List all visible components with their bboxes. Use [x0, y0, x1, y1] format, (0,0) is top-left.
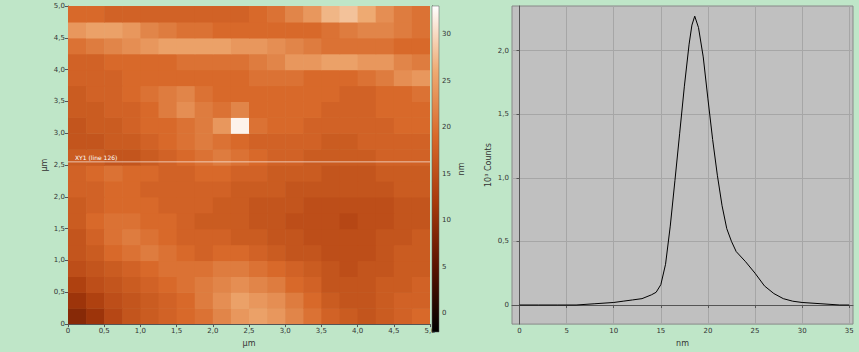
svg-text:10³ Counts: 10³ Counts	[484, 143, 493, 187]
svg-text:15: 15	[442, 170, 451, 178]
svg-text:20: 20	[442, 123, 451, 131]
svg-text:4,0: 4,0	[54, 66, 65, 74]
svg-text:4,0: 4,0	[352, 327, 363, 335]
svg-text:5,0: 5,0	[54, 2, 65, 10]
svg-text:0,5: 0,5	[498, 237, 509, 245]
svg-text:nm: nm	[676, 339, 689, 348]
svg-text:25: 25	[442, 77, 451, 85]
svg-text:0: 0	[517, 327, 521, 335]
svg-text:2,0: 2,0	[498, 47, 509, 55]
svg-text:25: 25	[751, 327, 760, 335]
svg-text:0: 0	[505, 301, 509, 309]
svg-text:0,5: 0,5	[54, 288, 65, 296]
svg-text:1,5: 1,5	[171, 327, 182, 335]
svg-text:1,0: 1,0	[54, 256, 65, 264]
svg-text:2,0: 2,0	[54, 193, 65, 201]
svg-text:30: 30	[442, 30, 451, 38]
svg-text:20: 20	[703, 327, 712, 335]
svg-text:5: 5	[564, 327, 568, 335]
svg-text:4,5: 4,5	[388, 327, 399, 335]
svg-text:0: 0	[442, 309, 446, 317]
svg-text:2,5: 2,5	[54, 161, 65, 169]
svg-text:3,5: 3,5	[316, 327, 327, 335]
svg-text:1,5: 1,5	[54, 225, 65, 233]
svg-text:4,5: 4,5	[54, 34, 65, 42]
svg-text:3,0: 3,0	[54, 129, 65, 137]
svg-text:XY1 (line 126): XY1 (line 126)	[75, 154, 117, 161]
svg-text:2,5: 2,5	[243, 327, 254, 335]
svg-text:1,5: 1,5	[498, 110, 509, 118]
svg-text:0: 0	[61, 320, 65, 328]
svg-text:1,0: 1,0	[498, 174, 509, 182]
svg-text:nm: nm	[457, 162, 466, 175]
svg-text:2,0: 2,0	[207, 327, 218, 335]
svg-text:15: 15	[656, 327, 665, 335]
svg-text:0: 0	[66, 327, 70, 335]
svg-text:10: 10	[609, 327, 618, 335]
svg-text:5,0: 5,0	[424, 326, 436, 335]
svg-text:5: 5	[442, 263, 446, 271]
svg-text:3,0: 3,0	[280, 327, 291, 335]
svg-text:1,0: 1,0	[135, 327, 146, 335]
svg-text:µm: µm	[40, 158, 49, 171]
svg-text:µm: µm	[243, 339, 256, 348]
svg-text:10: 10	[442, 216, 451, 224]
svg-text:3,5: 3,5	[54, 97, 65, 105]
svg-text:0,5: 0,5	[99, 327, 110, 335]
svg-text:30: 30	[798, 327, 807, 335]
svg-text:35: 35	[845, 327, 854, 335]
